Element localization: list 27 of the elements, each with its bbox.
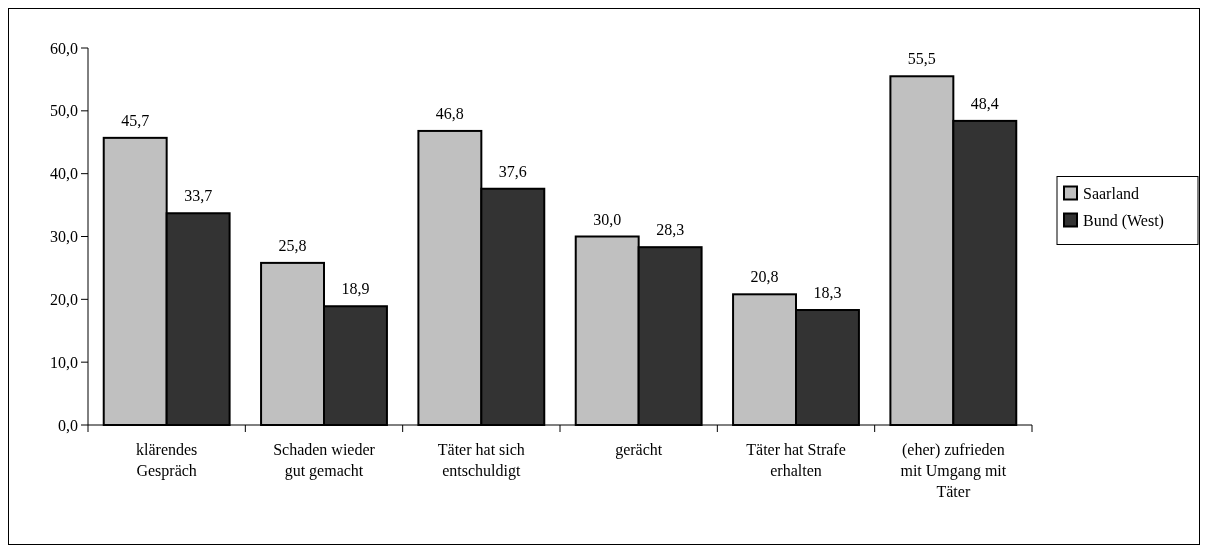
data-label: 48,4 bbox=[970, 94, 999, 112]
data-label: 18,3 bbox=[813, 284, 842, 302]
data-label: 33,7 bbox=[184, 187, 213, 205]
data-label: 37,6 bbox=[498, 162, 527, 180]
legend-label: Bund (West) bbox=[1083, 212, 1164, 231]
y-tick-label: 10,0 bbox=[50, 353, 78, 371]
data-label: 25,8 bbox=[278, 236, 307, 254]
y-tick-label: 50,0 bbox=[50, 102, 78, 120]
y-tick-label: 0,0 bbox=[58, 416, 78, 434]
x-tick-label: klärendes Gespräch bbox=[136, 441, 198, 480]
x-tick-label: Täter hat sich entschuldigt bbox=[437, 441, 525, 480]
data-label: 46,8 bbox=[435, 104, 464, 122]
x-tick-label: (eher) zufrieden mit Umgang mit Täter bbox=[900, 441, 1007, 500]
data-label: 20,8 bbox=[750, 268, 779, 286]
y-tick-label: 30,0 bbox=[50, 228, 78, 246]
data-label: 45,7 bbox=[121, 111, 150, 129]
y-tick-label: 60,0 bbox=[50, 39, 78, 57]
x-tick-label: Schaden wieder gut gemacht bbox=[273, 441, 376, 480]
data-label: 18,9 bbox=[341, 280, 370, 298]
x-tick-label: Täter hat Strafe erhalten bbox=[746, 441, 846, 479]
data-label: 55,5 bbox=[907, 50, 936, 68]
legend-label: Saarland bbox=[1083, 185, 1139, 203]
y-tick-label: 40,0 bbox=[50, 165, 78, 183]
data-label: 30,0 bbox=[593, 210, 622, 228]
data-label: 28,3 bbox=[656, 221, 685, 239]
y-tick-label: 20,0 bbox=[50, 290, 78, 308]
x-tick-label: gerächt bbox=[615, 441, 663, 459]
